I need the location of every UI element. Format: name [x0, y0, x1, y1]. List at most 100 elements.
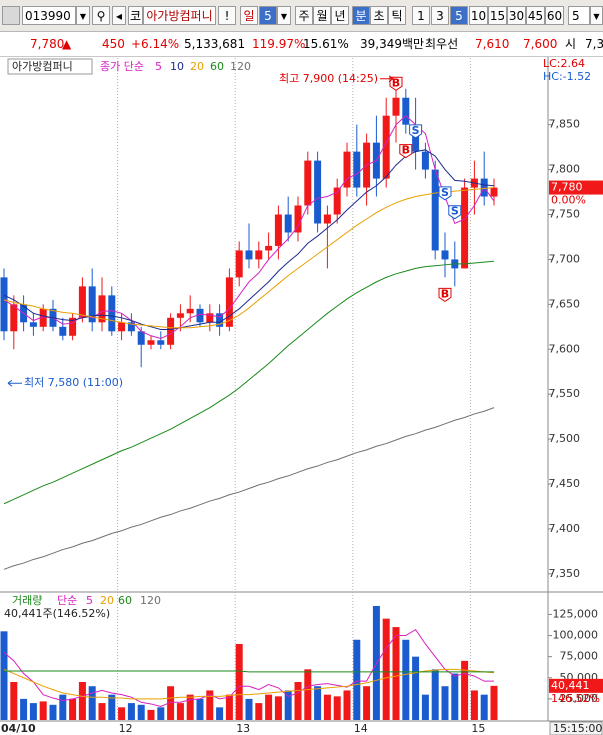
interval[interactable]: 15	[488, 6, 507, 25]
candle-body	[314, 160, 322, 224]
last-price: 7,780	[551, 181, 583, 194]
alert-button[interactable]: !	[218, 6, 236, 25]
volume-bar	[480, 694, 488, 720]
volume-bar	[127, 703, 135, 720]
candle-body	[323, 214, 331, 224]
period-button[interactable]: 일	[240, 6, 258, 25]
volume-bar	[431, 669, 439, 720]
period-option[interactable]: 분	[352, 6, 370, 25]
candle-body	[137, 331, 145, 345]
code-input[interactable]: 013990	[22, 6, 76, 25]
last-ratio: 146.52%	[551, 692, 600, 705]
volume-bar	[402, 639, 410, 720]
candle-body	[118, 322, 126, 332]
candle-body	[88, 286, 96, 323]
legend-label: 종가 단순	[100, 60, 144, 73]
signal-label: S	[441, 186, 449, 199]
legend-box	[7, 58, 93, 75]
search-button[interactable]: ⚲	[92, 6, 110, 25]
candle-body	[461, 187, 469, 269]
candle-body	[490, 187, 498, 197]
interval[interactable]: 45	[526, 6, 545, 25]
volume-ratio: 119.97%	[252, 37, 306, 51]
candle-body	[216, 313, 224, 327]
interval[interactable]: 1	[412, 6, 430, 25]
candle-body	[59, 326, 67, 336]
last-volume-box	[549, 678, 603, 693]
volume-bar	[274, 696, 282, 720]
volume-bar	[235, 643, 243, 720]
volume-bar	[167, 686, 175, 720]
legend-entry: 5	[86, 594, 93, 607]
volume-summary: 40,441주(146.52%)	[4, 607, 110, 620]
y-tick-label: 7,800	[549, 163, 581, 176]
candle-body	[333, 187, 341, 215]
volume-bar	[59, 694, 67, 720]
low-arrow	[7, 379, 22, 387]
volume-bar	[206, 690, 214, 720]
period-option[interactable]: 년	[331, 6, 349, 25]
volume-bar	[323, 694, 331, 720]
count-input[interactable]: 5	[568, 6, 590, 25]
volume-bar	[108, 694, 116, 720]
arrow: ▲	[62, 37, 72, 51]
candle-body	[147, 340, 155, 345]
signal-label: S	[412, 124, 420, 137]
candle-body	[108, 295, 116, 332]
candle-body	[343, 151, 351, 188]
signal-label: B	[392, 76, 400, 89]
ask: 7,610	[475, 37, 510, 51]
period-option[interactable]: 주	[295, 6, 313, 25]
toolbar: 013990 ▼ ⚲ ◂ 코 아가방컴퍼니 ! 일 5 ▼ 주 월 년 분 초 …	[0, 0, 603, 32]
last-volume: 40,441	[551, 679, 590, 692]
volume-bar	[333, 696, 341, 720]
candle-body	[69, 317, 77, 336]
interval[interactable]: 30	[507, 6, 526, 25]
low-note: 최저 7,580 (11:00)	[24, 376, 123, 389]
legend-entry: 10	[170, 60, 184, 73]
signal-badge	[409, 124, 423, 139]
dropdown[interactable]: ▼	[590, 6, 603, 25]
volume-bar	[441, 686, 449, 720]
volume-bar	[147, 709, 155, 720]
best-label: 최우선	[425, 37, 459, 51]
dropdown[interactable]: ▼	[76, 6, 90, 25]
signal-badge	[399, 144, 413, 159]
interval[interactable]: 3	[431, 6, 449, 25]
volume-bar	[10, 681, 18, 720]
interval[interactable]: 60	[545, 6, 564, 25]
volume-bar	[451, 673, 459, 720]
chart-title: 아가방컴퍼니	[12, 60, 73, 73]
volume-bar	[343, 690, 351, 720]
y-tick-label: 7,700	[549, 252, 581, 265]
high-arrow	[380, 75, 394, 83]
interval[interactable]: 5	[450, 6, 468, 25]
menu-icon[interactable]	[2, 6, 20, 25]
x-tick-label: 13	[236, 722, 250, 735]
period-option[interactable]: 틱	[388, 6, 406, 25]
volume: 5,133,681	[184, 37, 246, 51]
period-count[interactable]: 5	[259, 6, 277, 25]
period-option[interactable]: 초	[370, 6, 388, 25]
volume-bar	[20, 698, 28, 720]
legend-label: 단순	[57, 594, 77, 607]
candle-body	[245, 250, 253, 260]
volume-bar	[245, 698, 253, 720]
hc-label: HC:-1.52	[543, 70, 591, 83]
volume-bar	[29, 703, 37, 720]
y-tick-label: 75,000	[560, 650, 599, 663]
stock-name[interactable]: 아가방컴퍼니	[143, 6, 216, 25]
dropdown[interactable]: ▼	[277, 6, 291, 25]
change: 450	[102, 37, 125, 51]
last-price-box	[549, 180, 603, 195]
volume-bar	[421, 694, 429, 720]
signal-label: B	[402, 144, 410, 157]
interval[interactable]: 10	[469, 6, 488, 25]
y-tick-label: 7,650	[549, 297, 581, 310]
volume-bar	[69, 698, 77, 720]
period-option[interactable]: 월	[313, 6, 331, 25]
signal-label: B	[441, 287, 449, 300]
sound-button[interactable]: ◂	[112, 6, 126, 25]
change-pct: +6.14%	[131, 37, 180, 51]
